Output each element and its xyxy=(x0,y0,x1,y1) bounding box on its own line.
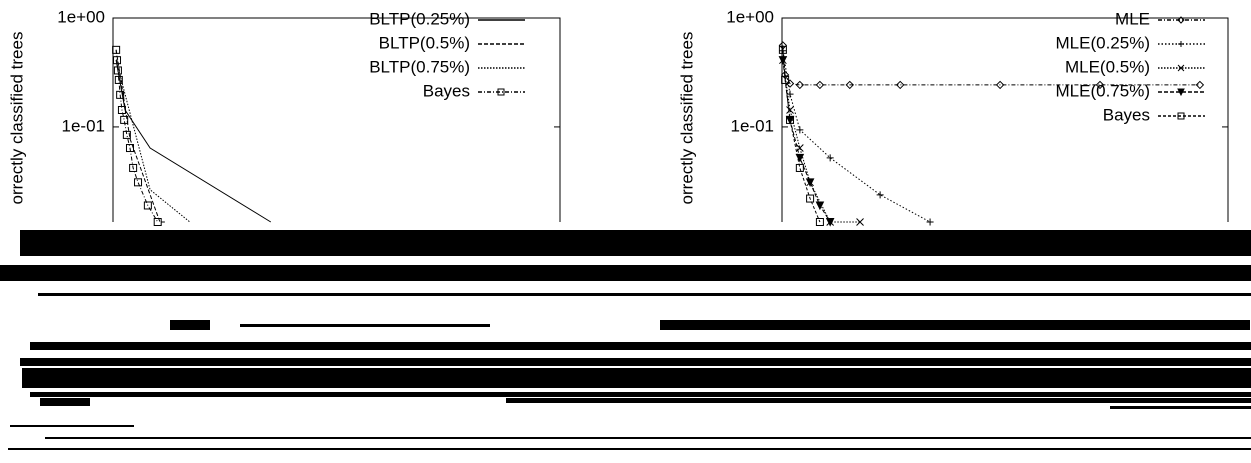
glitch-bar xyxy=(660,320,1250,330)
legend-label: Bayes xyxy=(423,81,470,100)
point xyxy=(876,191,884,199)
glitch-bars xyxy=(0,230,1251,450)
chart: 1e+00 1e-01 orrectly classified trees BLTP(… xyxy=(7,7,561,226)
point xyxy=(120,115,129,124)
point xyxy=(815,201,825,211)
point xyxy=(113,56,122,65)
axis-frame xyxy=(112,17,561,222)
point xyxy=(995,80,1005,90)
point xyxy=(134,178,143,187)
glitch-bar xyxy=(0,265,1251,281)
legend-label: BLTP(0.25%) xyxy=(369,9,470,28)
point xyxy=(125,144,134,153)
legend-marker xyxy=(1177,112,1185,120)
line xyxy=(115,49,165,223)
point xyxy=(122,130,131,139)
legend-marker xyxy=(497,88,505,96)
legend-label: MLE(0.75%) xyxy=(1056,81,1150,100)
point xyxy=(778,56,788,65)
point xyxy=(129,163,138,172)
plot xyxy=(112,45,272,226)
glitch-bar xyxy=(506,398,1251,403)
legend-label: Bayes xyxy=(1103,105,1150,124)
glitch-bar xyxy=(1110,406,1251,409)
legend-label: BLTP(0.5%) xyxy=(379,33,470,52)
legend-label: MLE(0.25%) xyxy=(1056,33,1150,52)
legend-label: MLE(0.5%) xyxy=(1065,57,1150,76)
point xyxy=(795,80,805,90)
point xyxy=(781,75,790,84)
point xyxy=(786,106,794,114)
glitch-bar xyxy=(20,358,1251,366)
line xyxy=(115,60,272,223)
legend-marker xyxy=(1178,41,1184,47)
point xyxy=(114,75,123,84)
point xyxy=(895,80,905,90)
line xyxy=(782,60,861,223)
point xyxy=(778,45,787,54)
glitch-bar xyxy=(240,324,490,327)
point xyxy=(815,80,825,90)
legend-marker xyxy=(1177,64,1185,72)
point xyxy=(1195,80,1205,90)
glitch-bar xyxy=(8,448,1251,450)
point xyxy=(795,153,805,163)
glitch-bar xyxy=(30,342,1251,350)
y-tick-label: 1e+00 xyxy=(57,7,105,26)
point xyxy=(143,201,152,210)
legend-label: MLE xyxy=(1115,9,1150,28)
point xyxy=(926,218,934,226)
glitch-bar xyxy=(45,437,1251,439)
point xyxy=(1095,80,1105,90)
point xyxy=(805,178,815,187)
glitch-bar xyxy=(10,425,134,427)
point xyxy=(856,218,864,226)
glitch-bar xyxy=(40,398,90,406)
point xyxy=(845,80,854,90)
legend-label: BLTP(0.75%) xyxy=(369,57,470,76)
y-tick-label: 1e-01 xyxy=(731,116,774,135)
y-axis-label: orrectly classified trees xyxy=(677,32,696,205)
line xyxy=(115,49,159,223)
point xyxy=(826,154,834,162)
glitch-bar xyxy=(38,293,1251,296)
point xyxy=(796,126,804,134)
point xyxy=(806,194,815,203)
glitch-bar xyxy=(30,392,1251,397)
point xyxy=(113,66,122,75)
point xyxy=(117,106,126,115)
point xyxy=(112,45,121,54)
glitch-bar xyxy=(22,368,1251,388)
point xyxy=(795,144,804,152)
y-axis-label: orrectly classified trees xyxy=(7,32,26,205)
line xyxy=(115,60,191,223)
axis-frame xyxy=(781,17,1229,222)
y-tick-label: 1e-01 xyxy=(62,116,105,135)
plot xyxy=(778,41,1205,227)
glitch-bar xyxy=(20,230,1251,256)
legend-marker xyxy=(1177,88,1185,97)
glitch-bar xyxy=(170,320,210,330)
line xyxy=(782,50,931,223)
point xyxy=(116,90,125,99)
line xyxy=(782,45,1200,86)
point xyxy=(795,163,804,172)
legend-marker xyxy=(1177,16,1185,24)
y-tick-label: 1e+00 xyxy=(726,7,774,26)
point xyxy=(825,218,835,227)
point xyxy=(153,218,162,226)
chart: 1e+00 1e-01 orrectly classified trees MLE ML… xyxy=(677,7,1229,227)
point xyxy=(815,218,824,226)
point xyxy=(786,115,795,124)
